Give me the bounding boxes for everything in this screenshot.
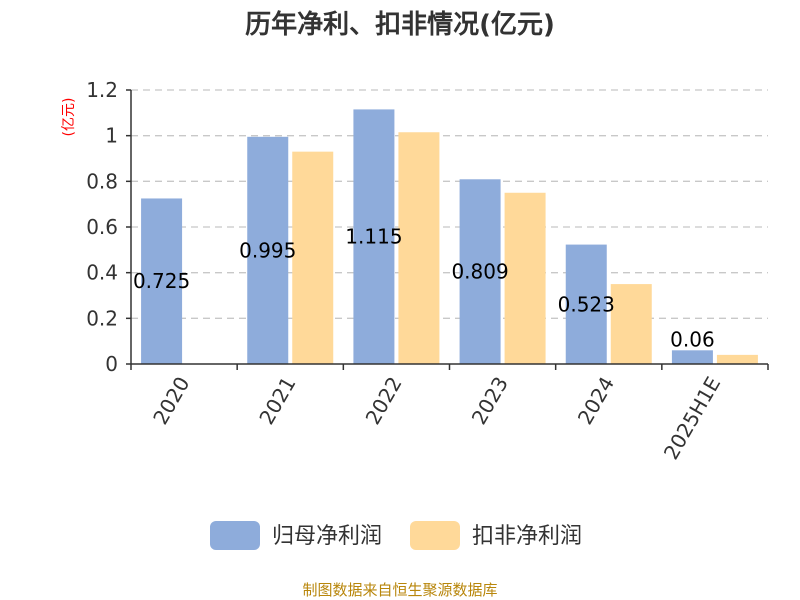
y-tick-label: 0.4 [86, 261, 118, 285]
y-tick-label: 0.8 [86, 169, 118, 193]
bar-koufei-2025H1E [716, 354, 758, 364]
legend-swatch[interactable] [210, 521, 260, 550]
x-tick-label: 2022 [361, 373, 407, 429]
bar-guimu-2025H1E [671, 350, 713, 364]
bar-guimu-2024 [565, 244, 607, 364]
y-tick-label: 0.2 [86, 306, 118, 330]
data-labels: 0.725 0.995 1.115 0.809 0.523 0.06 [133, 225, 715, 352]
data-label: 0.995 [239, 238, 296, 262]
y-axis-label: (亿元) [61, 98, 77, 137]
bar-koufei-2021 [292, 151, 334, 364]
legend-swatch[interactable] [410, 521, 460, 550]
bar-guimu-2023 [459, 179, 501, 364]
axes [126, 89, 769, 370]
y-tick-label: 1 [105, 124, 118, 148]
data-label: 0.809 [451, 260, 508, 284]
source-note: 制图数据来自恒生聚源数据库 [302, 581, 497, 599]
data-label: 0.06 [670, 327, 715, 351]
gridlines [131, 89, 768, 319]
x-tick-labels: 2020 2021 2022 2023 2024 2025H1E [148, 373, 725, 464]
legend[interactable]: 归母净利润 扣非净利润 [210, 521, 582, 550]
x-tick-label: 2023 [467, 373, 513, 429]
bar-koufei-2023 [504, 192, 546, 364]
data-label: 0.523 [558, 292, 615, 316]
x-tick-label: 2021 [254, 373, 300, 429]
bar-koufei-2022 [398, 132, 440, 364]
chart-title: 历年净利、扣非情况(亿元) [245, 9, 555, 40]
x-tick-label: 2024 [573, 373, 619, 429]
bars [141, 109, 758, 365]
legend-label[interactable]: 扣非净利润 [472, 524, 582, 549]
y-tick-label: 1.2 [86, 78, 118, 102]
legend-label[interactable]: 归母净利润 [272, 524, 382, 549]
y-tick-label: 0.6 [86, 215, 118, 239]
bar-guimu-2021 [247, 136, 289, 364]
bar-guimu-2022 [353, 109, 395, 365]
y-tick-labels: 0 0.2 0.4 0.6 0.8 1 1.2 [86, 78, 118, 376]
x-tick-label: 2020 [148, 373, 194, 429]
y-tick-label: 0 [105, 352, 118, 376]
bar-guimu-2020 [141, 198, 183, 364]
x-tick-label: 2025H1E [659, 373, 725, 464]
bar-koufei-2024 [610, 284, 652, 364]
data-label: 0.725 [133, 269, 190, 293]
data-label: 1.115 [345, 225, 402, 249]
